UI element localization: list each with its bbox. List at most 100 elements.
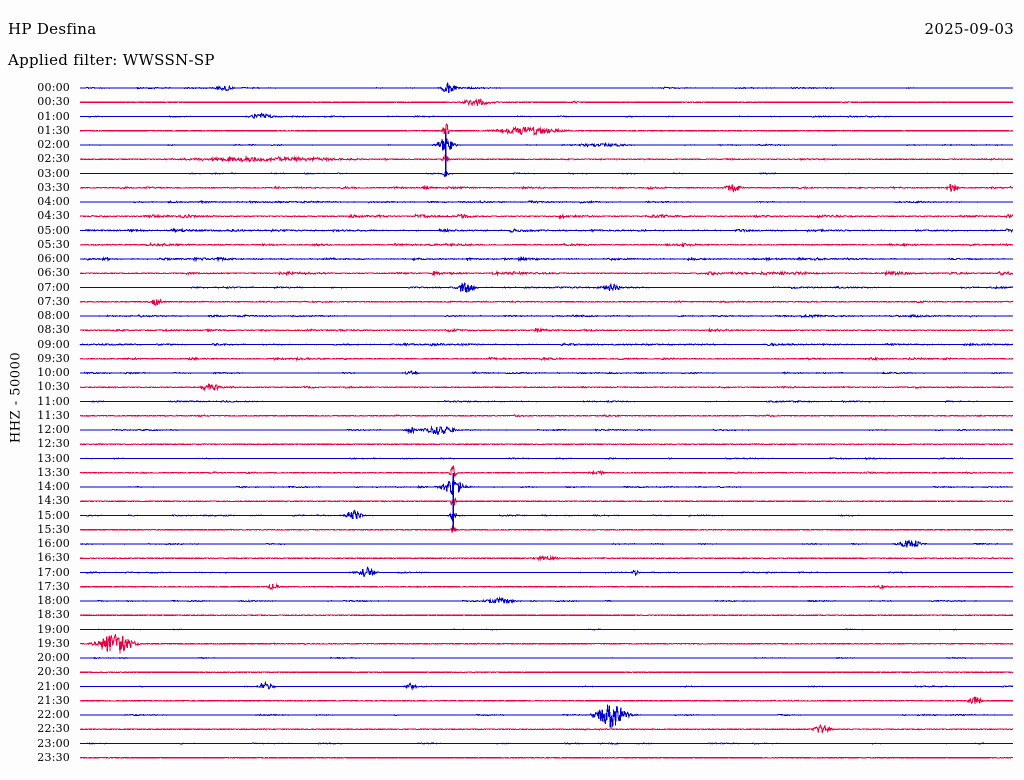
time-tick-label: 11:30: [37, 408, 70, 422]
trace-line: [79, 442, 1014, 446]
trace-line: [79, 227, 1014, 234]
time-tick-label: 22:30: [37, 722, 70, 736]
trace-line: [79, 465, 1014, 478]
time-tick-label: 21:00: [37, 679, 70, 693]
time-tick-label: 18:30: [37, 608, 70, 622]
time-tick-label: 14:00: [37, 480, 70, 493]
trace-line: [79, 112, 1014, 120]
time-tick-label: 06:30: [37, 266, 70, 280]
date-label: 2025-09-03: [924, 20, 1014, 38]
time-tick-label: 03:00: [37, 166, 70, 180]
seismogram-plot: 00:00 00:30 01:00 01:30 02:00 02:30 03:00 03:30…: [0, 76, 1024, 776]
trace-line: [79, 671, 1014, 674]
time-tick-label: 09:30: [37, 351, 70, 365]
time-tick-label: 20:30: [37, 665, 70, 679]
time-tick-label: 12:00: [37, 423, 70, 436]
trace-line: [79, 255, 1014, 263]
time-tick-label: 14:30: [37, 494, 70, 508]
trace-line: [79, 122, 1014, 137]
time-tick-label: 23:00: [37, 736, 70, 750]
trace-line: [79, 213, 1014, 220]
trace-line: [79, 282, 1014, 293]
time-tick-label: 16:00: [37, 537, 70, 550]
trace-line: [79, 539, 1014, 548]
trace-line: [79, 566, 1014, 578]
trace-line: [79, 554, 1014, 562]
trace-line: [79, 97, 1014, 108]
trace-line: [79, 138, 1014, 151]
time-tick-label: 13:30: [37, 465, 70, 479]
time-tick-label: 13:00: [37, 451, 70, 465]
trace-line: [80, 425, 1014, 436]
time-tick-label: 02:00: [37, 138, 70, 151]
trace-line: [79, 241, 1014, 248]
trace-line: [79, 414, 1014, 418]
time-tick-label: 11:00: [37, 394, 70, 408]
trace-line: [79, 82, 1014, 94]
trace-line: [79, 723, 1014, 735]
time-tick-label: 07:30: [37, 294, 70, 308]
station-title: HP Desfina: [8, 20, 97, 38]
trace-line: [79, 369, 1014, 376]
trace-line: [79, 509, 1014, 522]
trace-line: [79, 383, 1014, 392]
trace-line: [79, 495, 1014, 506]
trace-line: [79, 200, 1014, 205]
time-axis: 00:00 00:30 01:00 01:30 02:00 02:30 03:00 03:30…: [0, 76, 78, 776]
trace-line: [79, 298, 1014, 307]
applied-filter-label: Applied filter: WWSSN-SP: [8, 51, 215, 69]
time-tick-label: 10:30: [37, 380, 70, 394]
time-tick-label: 03:30: [37, 180, 70, 194]
trace-line: [79, 656, 1014, 660]
trace-canvas: [79, 82, 1014, 759]
time-tick-label: 00:30: [37, 95, 70, 109]
trace-line: [79, 342, 1014, 347]
trace-line: [79, 742, 1014, 745]
trace-line: [79, 704, 1013, 729]
time-tick-label: 01:00: [37, 109, 70, 123]
time-tick-label: 15:00: [37, 508, 70, 522]
trace-line: [79, 614, 1013, 617]
time-tick-label: 20:00: [37, 651, 70, 664]
time-tick-label: 06:00: [37, 252, 70, 265]
time-tick-label: 23:30: [37, 750, 70, 764]
time-tick-label: 07:00: [37, 280, 70, 294]
trace-line: [79, 399, 1014, 403]
time-tick-label: 05:00: [37, 223, 70, 237]
trace-line: [79, 628, 1014, 631]
time-tick-label: 22:00: [37, 708, 70, 721]
time-tick-label: 18:00: [37, 594, 70, 607]
time-tick-label: 10:00: [37, 366, 70, 379]
time-tick-label: 17:30: [37, 579, 70, 593]
trace-line: [79, 477, 1014, 496]
time-tick-label: 19:30: [37, 636, 70, 650]
trace-line: [79, 153, 1014, 163]
time-tick-label: 09:00: [37, 337, 70, 351]
trace-line: [79, 327, 1014, 334]
trace-line: [79, 270, 1014, 277]
time-tick-label: 04:00: [37, 195, 70, 208]
time-tick-label: 17:00: [37, 565, 70, 579]
time-tick-label: 08:00: [37, 309, 70, 322]
trace-line: [79, 583, 1014, 591]
trace-line: [79, 525, 1014, 534]
time-tick-label: 08:30: [37, 323, 70, 337]
time-tick-label: 02:30: [37, 152, 70, 166]
time-tick-label: 01:30: [37, 123, 70, 137]
time-tick-label: 04:30: [37, 209, 70, 223]
time-tick-label: 12:30: [37, 437, 70, 451]
time-tick-label: 15:30: [37, 522, 70, 536]
time-tick-label: 05:30: [37, 237, 70, 251]
trace-line: [79, 457, 1014, 460]
trace-line: [79, 633, 1014, 654]
trace-line: [79, 696, 1014, 705]
trace-line: [79, 184, 1014, 193]
trace-line: [79, 313, 1014, 319]
time-tick-label: 19:00: [37, 622, 70, 636]
time-tick-label: 21:30: [37, 693, 70, 707]
time-tick-label: 00:00: [37, 81, 70, 94]
trace-line: [79, 356, 1014, 362]
trace-line: [79, 596, 1014, 604]
trace-line: [79, 680, 1014, 691]
trace-line: [79, 170, 1014, 178]
